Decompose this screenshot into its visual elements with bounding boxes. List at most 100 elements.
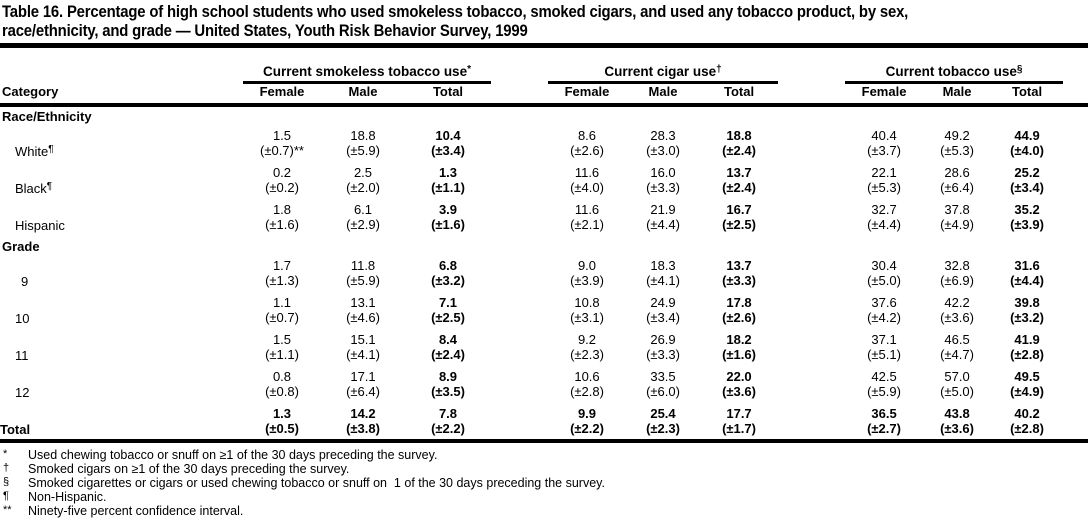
table-cell: (±0.7)**	[260, 143, 304, 158]
table-row-ci: (±0.5) (±3.8) (±2.2) (±2.2) (±2.3) (±1.7) (±2.…	[0, 421, 1088, 439]
table-cell: 1.5	[272, 128, 292, 143]
section-row: Grade	[0, 235, 1088, 254]
table-cell: 24.9	[650, 295, 676, 310]
column-header-female: Female	[845, 82, 924, 107]
footnote-text: Non-Hispanic.	[28, 490, 107, 504]
table-cell: (±2.2)	[570, 421, 604, 436]
table-cell: 11.8	[350, 258, 376, 273]
table-body: Race/Ethnicity White¶ 1.5 18.8 10.4 8.6 28.3 18…	[0, 105, 1088, 439]
table-cell: 8.6	[577, 128, 597, 143]
footnote-text: Used chewing tobacco or snuff on ≥1 of t…	[28, 448, 438, 462]
table-cell: 9.2	[577, 332, 597, 347]
end-cell	[1063, 291, 1088, 310]
table-cell: (±4.0)	[1010, 143, 1044, 158]
footnote-text: Smoked cigars on ≥1 of the 30 days prece…	[28, 462, 350, 476]
end-cell	[1063, 384, 1088, 402]
table-cell: (±1.3)	[265, 273, 299, 288]
table-cell: (±5.1)	[867, 347, 901, 362]
end-cell	[1063, 347, 1088, 365]
row-label: Total	[0, 422, 31, 437]
table-cell: 35.2	[1014, 202, 1040, 217]
footnote-marker: ¶	[48, 144, 54, 155]
gap-cell	[778, 347, 845, 365]
table-cell: 13.7	[726, 258, 752, 273]
section-label: Grade	[2, 239, 40, 254]
table-cell: 6.1	[353, 202, 373, 217]
gap-cell	[491, 217, 548, 235]
table-cell: 28.6	[944, 165, 970, 180]
end-cell	[1063, 402, 1088, 421]
table-cell: (±2.8)	[1010, 421, 1044, 436]
title-rule	[0, 43, 1088, 48]
table-cell: 44.9	[1014, 128, 1040, 143]
gap-cell	[778, 124, 845, 143]
gap-spacer	[491, 82, 548, 107]
column-header-category: Category	[0, 82, 243, 107]
table-cell: 25.4	[650, 406, 676, 421]
table-cell: (±2.3)	[570, 347, 604, 362]
table-cell: (±4.1)	[346, 347, 380, 362]
table-cell: 21.9	[650, 202, 676, 217]
table-cell: 41.9	[1014, 332, 1040, 347]
table-cell: 18.2	[726, 332, 752, 347]
table-cell: 9.9	[577, 406, 597, 421]
table-cell: (±2.5)	[722, 217, 756, 232]
row-label: Hispanic	[15, 218, 65, 233]
table-cell: (±1.1)	[431, 180, 465, 195]
table-cell: (±6.4)	[346, 384, 380, 399]
table-cell: (±6.9)	[940, 273, 974, 288]
group-header-row: Current smokeless tobacco use* Current c…	[0, 58, 1088, 84]
table-cell: (±1.1)	[265, 347, 299, 362]
table-cell: (±2.6)	[570, 143, 604, 158]
footnote-marker-asterisk: *	[467, 63, 471, 75]
table-cell: 6.8	[438, 258, 458, 273]
table-cell: 22.1	[871, 165, 897, 180]
table-cell: (±4.6)	[346, 310, 380, 325]
gap-cell	[778, 310, 845, 328]
table-row: 10 1.1 13.1 7.1 10.8 24.9 17.8 37.6 42.2 39.8	[0, 291, 1088, 326]
footnote: ** Ninety-five percent confidence interva…	[3, 504, 1088, 518]
table-row-ci: (±0.7)** (±5.9) (±3.4) (±2.6) (±3.0) (±2.4) (±…	[0, 143, 1088, 161]
table-cell: 43.8	[944, 406, 970, 421]
table-cell: 17.8	[726, 295, 752, 310]
table-cell: (±3.3)	[646, 347, 680, 362]
table-cell: 57.0	[944, 369, 970, 384]
table-cell: (±1.6)	[265, 217, 299, 232]
table-cell: (±3.7)	[867, 143, 901, 158]
gap-cell	[491, 384, 548, 402]
end-spacer	[1063, 58, 1088, 82]
column-header-female: Female	[548, 82, 626, 107]
table-cell: (±4.7)	[940, 347, 974, 362]
table-cell: (±5.9)	[346, 143, 380, 158]
table-cell: 26.9	[650, 332, 676, 347]
table-cell: (±3.3)	[646, 180, 680, 195]
end-cell	[1063, 328, 1088, 347]
table-cell: 10.4	[435, 128, 461, 143]
table-cell: (±6.4)	[940, 180, 974, 195]
table-cell: 16.7	[726, 202, 752, 217]
table-cell: 2.5	[353, 165, 373, 180]
table-cell: (±5.3)	[940, 143, 974, 158]
table-cell: 31.6	[1014, 258, 1040, 273]
end-cell	[1063, 143, 1088, 161]
table-cell: (±6.0)	[646, 384, 680, 399]
table-title-line-2: race/ethnicity, and grade — United State…	[2, 21, 528, 40]
gap-cell	[778, 365, 845, 384]
gap-cell	[491, 291, 548, 310]
footnote: ¶ Non-Hispanic.	[3, 490, 1088, 504]
table-cell: (±3.4)	[431, 143, 465, 158]
gap-cell	[778, 328, 845, 347]
gap-cell	[778, 180, 845, 198]
table-cell: (±4.9)	[1010, 384, 1044, 399]
end-cell	[1063, 421, 1088, 439]
table-cell: 28.3	[650, 128, 676, 143]
table-cell: (±3.0)	[646, 143, 680, 158]
table-title: Table 16. Percentage of high school stud…	[0, 0, 1088, 40]
table-cell: (±4.9)	[940, 217, 974, 232]
table-cell: (±2.7)	[867, 421, 901, 436]
table-cell: 37.6	[871, 295, 897, 310]
table-row-ci: (±0.8) (±6.4) (±3.5) (±2.8) (±6.0) (±3.6) (±5.…	[0, 384, 1088, 402]
table-cell: 1.7	[272, 258, 292, 273]
table-cell: (±2.8)	[1010, 347, 1044, 362]
table-cell: 42.5	[871, 369, 897, 384]
